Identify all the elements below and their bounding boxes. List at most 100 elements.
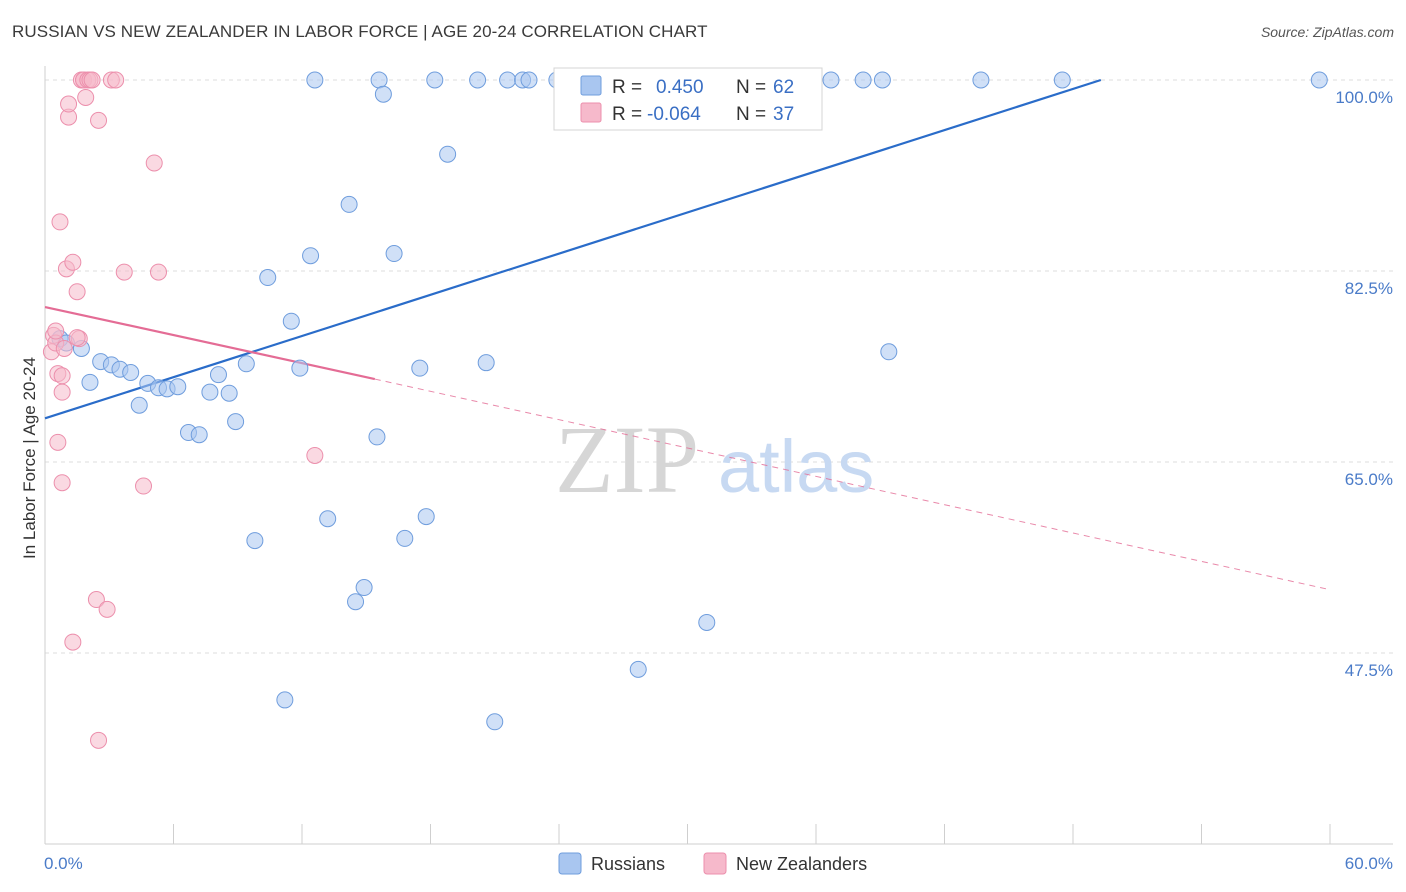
point-nz-34	[306, 446, 324, 464]
point-russians-37	[417, 508, 435, 526]
point-nz-12	[60, 95, 78, 113]
y-tick-label-3: 100.0%	[1335, 88, 1393, 107]
point-russians-42	[486, 713, 504, 731]
point-russians-33	[374, 85, 392, 103]
point-nz-27	[98, 600, 116, 618]
watermark-zip: ZIP	[555, 406, 699, 513]
point-russians-23	[282, 312, 300, 330]
point-russians-8	[130, 396, 148, 414]
watermark: ZIP atlas	[555, 406, 874, 513]
point-russians-34	[385, 245, 403, 263]
point-russians-3	[81, 373, 99, 391]
y-axis-label: In Labor Force | Age 20-24	[20, 357, 39, 559]
point-russians-17	[220, 384, 238, 402]
x-tick-label-0: 0.0%	[44, 854, 83, 873]
point-russians-14	[190, 426, 208, 444]
y-tick-label-0: 47.5%	[1345, 661, 1393, 680]
point-russians-35	[396, 529, 414, 547]
point-russians-39	[439, 145, 457, 163]
point-russians-12	[169, 378, 187, 396]
point-nz-20	[77, 88, 95, 106]
point-russians-25	[302, 247, 320, 265]
point-russians-55	[822, 71, 840, 89]
point-russians-22	[276, 691, 294, 709]
point-russians-56	[854, 71, 872, 89]
bottom-legend-swatch-russians	[558, 852, 582, 875]
legend-n-label-nz: N =	[736, 104, 766, 125]
legend-n-value-nz: 37	[773, 104, 794, 125]
trend-line-nz-extension	[374, 378, 1331, 591]
tick-labels: 47.5% 65.0% 82.5% 100.0% 0.0% 60.0%	[44, 88, 1393, 873]
point-russians-49	[629, 660, 647, 678]
point-nz-24	[87, 591, 105, 609]
point-nz-32	[145, 154, 163, 172]
point-russians-40	[469, 71, 487, 89]
point-nz-33	[150, 263, 168, 281]
legend-swatch-russians	[580, 75, 602, 96]
point-russians-18	[227, 413, 245, 431]
y-tick-label-2: 82.5%	[1345, 279, 1393, 298]
point-russians-61	[1310, 71, 1328, 89]
trend-lines	[44, 78, 1331, 591]
legend-n-label-russians: N =	[736, 77, 766, 98]
legend-r-label-russians: R =	[612, 77, 642, 98]
point-nz-6	[53, 474, 71, 492]
point-russians-7	[122, 364, 140, 382]
point-nz-15	[68, 283, 86, 301]
point-russians-57	[880, 343, 898, 361]
point-nz-25	[90, 111, 108, 129]
point-nz-4	[49, 433, 67, 451]
point-russians-41	[477, 354, 495, 372]
point-nz-36	[68, 329, 86, 347]
legend-r-label-nz: R =	[612, 104, 642, 125]
point-russians-28	[340, 195, 358, 213]
legend-swatch-nz	[580, 102, 602, 123]
point-russians-58	[873, 71, 891, 89]
point-nz-29	[107, 71, 125, 89]
point-russians-19	[237, 355, 255, 373]
point-russians-30	[355, 579, 373, 597]
point-nz-8	[53, 383, 71, 401]
point-russians-38	[426, 71, 444, 89]
point-russians-36	[411, 359, 429, 377]
point-nz-14	[64, 253, 82, 271]
point-nz-9	[55, 339, 73, 357]
point-russians-31	[368, 428, 386, 446]
point-russians-20	[246, 532, 264, 550]
legend-n-value-russians: 62	[773, 77, 794, 98]
point-russians-43	[499, 71, 517, 89]
point-russians-32	[370, 71, 388, 89]
x-tick-label-1: 60.0%	[1345, 854, 1393, 873]
legend-r-value-russians: 0.450	[656, 77, 704, 98]
y-tick-label-1: 65.0%	[1345, 470, 1393, 489]
axes	[44, 66, 1393, 845]
bottom-legend-russians: Russians	[591, 854, 665, 874]
watermark-atlas: atlas	[718, 425, 874, 508]
bottom-legend-swatch-nz	[703, 852, 727, 875]
point-nz-31	[135, 477, 153, 495]
point-russians-15	[201, 383, 219, 401]
legend: R = 0.450 N = 62 R = -0.064 N = 37	[553, 67, 823, 131]
legend-r-value-nz: -0.064	[647, 104, 701, 125]
source-label: Source: ZipAtlas.com	[1260, 24, 1394, 40]
point-russians-24	[291, 359, 309, 377]
chart-title: RUSSIAN VS NEW ZEALANDER IN LABOR FORCE …	[12, 22, 708, 41]
bottom-legend-nz: New Zealanders	[736, 854, 867, 874]
point-russians-26	[306, 71, 324, 89]
point-russians-60	[1053, 71, 1071, 89]
point-nz-7	[53, 367, 71, 385]
point-nz-23	[83, 71, 101, 89]
point-nz-26	[90, 731, 108, 749]
data-points	[42, 71, 1328, 749]
point-nz-35	[47, 322, 65, 340]
trend-line-nz	[44, 305, 376, 381]
point-russians-52	[698, 613, 716, 631]
point-nz-30	[115, 263, 133, 281]
point-russians-29	[347, 593, 365, 611]
trend-line-russians	[44, 78, 1102, 420]
point-nz-13	[64, 633, 82, 651]
point-nz-5	[51, 213, 69, 231]
point-russians-59	[972, 71, 990, 89]
point-russians-21	[259, 269, 277, 287]
